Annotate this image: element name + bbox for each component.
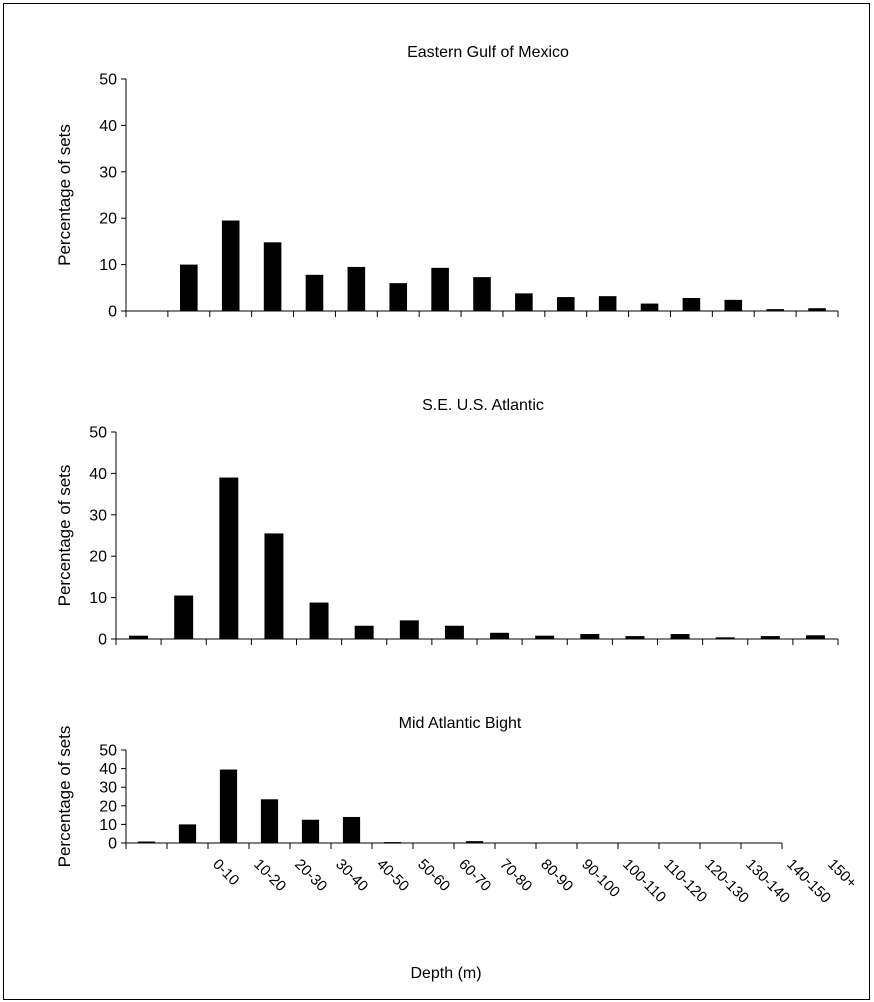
chart-title: Eastern Gulf of Mexico bbox=[407, 44, 569, 61]
bar bbox=[465, 841, 484, 843]
bar bbox=[640, 303, 659, 311]
bar bbox=[180, 264, 198, 311]
bar bbox=[760, 636, 780, 639]
bar bbox=[219, 477, 239, 639]
bar bbox=[260, 799, 279, 843]
x-tick-label: 40-50 bbox=[373, 856, 412, 895]
bar bbox=[309, 602, 329, 639]
y-tick-label: 50 bbox=[89, 425, 107, 442]
bar bbox=[473, 277, 491, 311]
y-tick-label: 30 bbox=[99, 780, 117, 797]
bar bbox=[808, 308, 826, 311]
chart-panel-1: Eastern Gulf of Mexico Percentage of sets… bbox=[55, 44, 839, 321]
x-tick-label: 140-150 bbox=[783, 856, 834, 907]
bar bbox=[399, 620, 419, 639]
bar bbox=[354, 625, 374, 639]
x-tick-label: 110-120 bbox=[660, 856, 710, 906]
x-tick-label: 90-100 bbox=[578, 856, 623, 901]
x-tick-label: 130-140 bbox=[742, 856, 793, 907]
bar bbox=[263, 242, 282, 311]
bar bbox=[301, 819, 320, 843]
bar bbox=[556, 297, 575, 311]
y-tick-label: 0 bbox=[98, 632, 107, 649]
bar bbox=[670, 634, 690, 639]
chart-title: S.E. U.S. Atlantic bbox=[422, 397, 544, 414]
y-tick-label: 50 bbox=[99, 743, 117, 760]
bar bbox=[129, 635, 149, 639]
bar bbox=[178, 824, 197, 843]
bar bbox=[490, 632, 510, 639]
bar bbox=[598, 296, 617, 311]
y-axis-label: Percentage of sets bbox=[55, 124, 74, 266]
figure-frame bbox=[3, 3, 870, 1000]
bar bbox=[221, 220, 240, 311]
x-tick-label: 20-30 bbox=[291, 856, 330, 895]
y-tick-label: 40 bbox=[99, 761, 117, 778]
y-tick-label: 30 bbox=[99, 164, 117, 181]
x-tick-label: 10-20 bbox=[250, 856, 289, 895]
y-tick-label: 10 bbox=[99, 817, 117, 834]
x-tick-label: 80-90 bbox=[537, 856, 576, 895]
bar bbox=[625, 636, 645, 639]
y-tick-label: 30 bbox=[89, 507, 107, 524]
bar bbox=[264, 533, 284, 639]
bar bbox=[580, 634, 600, 639]
x-tick-label: 120-130 bbox=[701, 856, 752, 907]
x-tick-label: 150+ bbox=[824, 856, 860, 892]
y-tick-label: 40 bbox=[99, 118, 117, 135]
x-tick-label: 30-40 bbox=[332, 856, 371, 895]
y-tick-label: 50 bbox=[99, 72, 117, 89]
y-tick-label: 10 bbox=[99, 257, 117, 274]
chart-panel-2: S.E. U.S. Atlantic Percentage of sets 0 10 2… bbox=[55, 397, 839, 649]
bar bbox=[766, 309, 784, 311]
bar bbox=[715, 637, 735, 639]
bar bbox=[724, 299, 743, 311]
y-tick-label: 20 bbox=[99, 211, 117, 228]
bar bbox=[515, 293, 533, 311]
bar bbox=[174, 595, 194, 639]
x-tick-label: 0-10 bbox=[209, 856, 242, 889]
bar bbox=[342, 816, 361, 843]
y-tick-label: 40 bbox=[89, 466, 107, 483]
bar bbox=[347, 266, 366, 311]
x-tick-label: 60-70 bbox=[455, 856, 494, 895]
bar bbox=[431, 267, 449, 311]
y-tick-label: 0 bbox=[108, 836, 117, 853]
bar bbox=[389, 283, 408, 311]
y-tick-label: 0 bbox=[108, 304, 117, 321]
chart-title: Mid Atlantic Bight bbox=[399, 715, 522, 732]
y-tick-label: 10 bbox=[89, 590, 107, 607]
bar bbox=[219, 769, 238, 843]
bar bbox=[444, 625, 464, 639]
x-axis-label: Depth (m) bbox=[410, 965, 481, 982]
bar bbox=[805, 635, 825, 639]
x-tick-label: 50-60 bbox=[414, 856, 453, 895]
bar bbox=[535, 635, 555, 639]
y-axis-label: Percentage of sets bbox=[55, 465, 74, 607]
y-tick-label: 20 bbox=[99, 798, 117, 815]
y-tick-label: 20 bbox=[89, 549, 107, 566]
bar bbox=[305, 274, 324, 311]
bar bbox=[682, 298, 701, 311]
y-axis-label: Percentage of sets bbox=[55, 726, 74, 868]
bar bbox=[383, 842, 402, 844]
x-tick-label: 70-80 bbox=[496, 856, 535, 895]
chart-panel-3: Mid Atlantic Bight Percentage of sets 0 10 2… bbox=[55, 715, 860, 982]
x-tick-label: 100-110 bbox=[619, 856, 669, 906]
bar bbox=[137, 841, 156, 844]
